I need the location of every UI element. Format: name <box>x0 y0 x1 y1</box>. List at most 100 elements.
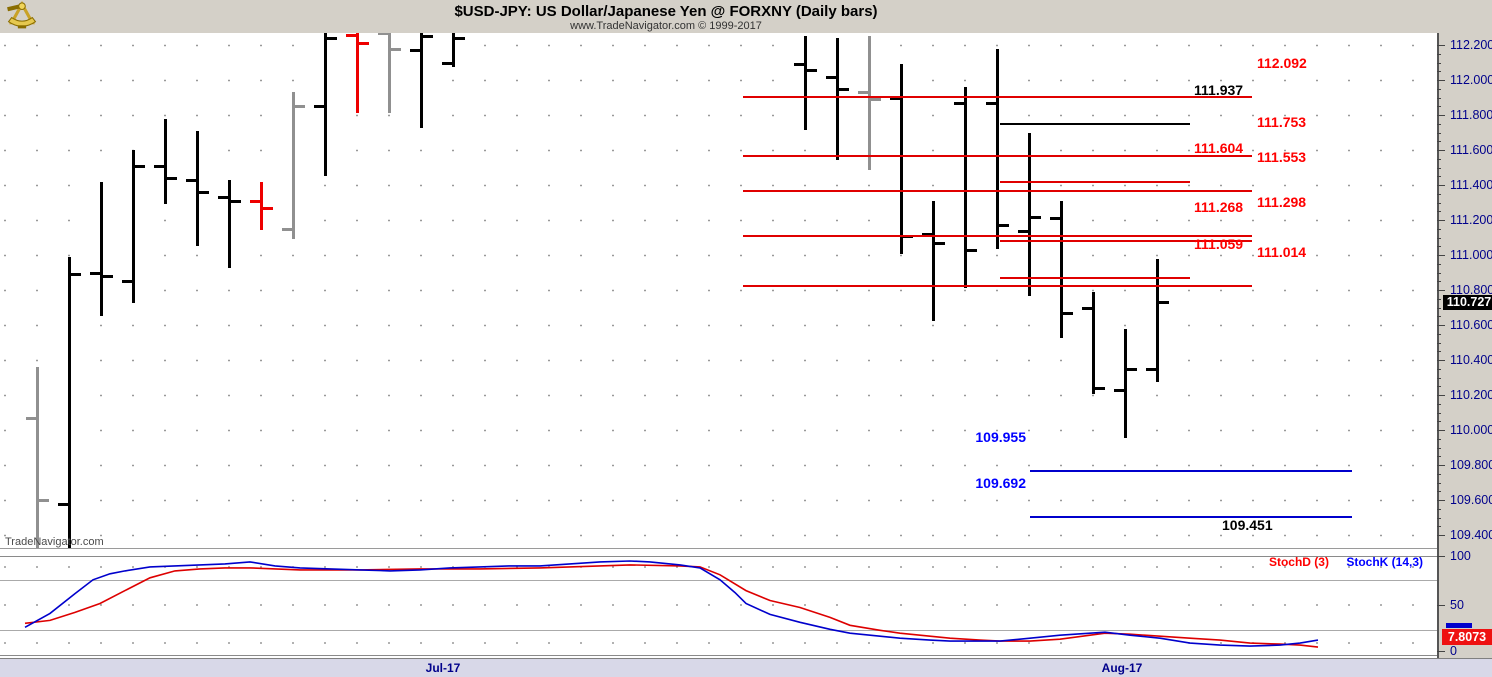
price-axis-label: 110.800 <box>1450 283 1492 297</box>
close-tick <box>1031 215 1041 219</box>
axis-minor-tick <box>1437 246 1441 247</box>
close-tick <box>935 241 945 245</box>
close-tick <box>423 35 433 39</box>
axis-minor-tick <box>1437 343 1441 344</box>
close-tick <box>135 164 145 168</box>
open-tick <box>154 164 164 168</box>
axis-minor-tick <box>1437 63 1441 64</box>
close-tick <box>167 177 177 180</box>
close-tick <box>199 191 209 194</box>
ohlc-bar <box>196 130 199 246</box>
axis-minor-tick <box>1437 386 1441 387</box>
support-resistance-line <box>1030 515 1352 518</box>
axis-minor-tick <box>1437 273 1441 274</box>
close-tick <box>231 199 241 203</box>
stoch-axis-tick <box>1437 605 1445 606</box>
date-axis: Jul-17 Aug-17 <box>0 658 1492 677</box>
close-tick <box>871 98 881 102</box>
axis-minor-tick <box>1437 518 1441 519</box>
axis-minor-tick <box>1437 124 1441 125</box>
stoch-0-line <box>0 655 1437 656</box>
stochastic-panel-plot[interactable]: StochD (3) StochK (14,3) <box>0 549 1437 658</box>
close-tick <box>839 87 849 91</box>
support-resistance-line <box>1000 240 1252 243</box>
open-tick <box>794 63 804 67</box>
open-tick <box>186 178 196 182</box>
axis-major-tick <box>1437 255 1445 256</box>
stochk-marker <box>1446 623 1472 628</box>
level-lines-layer <box>0 66 1437 549</box>
close-tick <box>455 37 465 40</box>
close-tick <box>1159 301 1169 305</box>
open-tick <box>250 199 260 203</box>
stoch-overbought-line <box>0 580 1437 581</box>
ohlc-bar <box>452 33 455 67</box>
support-resistance-line <box>743 155 1252 158</box>
price-axis-label: 110.600 <box>1450 318 1492 332</box>
close-tick <box>1127 367 1137 371</box>
axis-major-tick <box>1437 185 1445 186</box>
open-tick <box>954 101 964 105</box>
ohlc-bar <box>1092 291 1095 395</box>
open-tick <box>922 233 932 236</box>
axis-minor-tick <box>1437 334 1441 335</box>
price-axis-label: 110.200 <box>1450 388 1492 402</box>
price-axis-label: 109.400 <box>1450 528 1492 542</box>
axis-minor-tick <box>1437 281 1441 282</box>
stoch-axis-label: 0 <box>1450 644 1457 658</box>
ohlc-bar <box>932 200 935 321</box>
axis-minor-tick <box>1437 176 1441 177</box>
close-tick <box>1063 311 1073 315</box>
axis-minor-tick <box>1437 483 1441 484</box>
price-chart-plot[interactable]: TradeNavigator.com <box>0 33 1437 549</box>
axis-major-tick <box>1437 115 1445 116</box>
open-tick <box>826 75 836 79</box>
price-axis-label: 110.400 <box>1450 353 1492 367</box>
date-axis-label: Aug-17 <box>1101 661 1143 675</box>
price-axis-label: 112.000 <box>1450 73 1492 87</box>
ohlc-bar <box>292 92 295 239</box>
ohlc-bar <box>100 181 103 316</box>
stoch-oversold-line <box>0 630 1437 631</box>
open-tick <box>410 49 420 53</box>
open-tick <box>26 416 36 420</box>
support-resistance-line <box>743 190 1252 193</box>
price-axis-label: 111.400 <box>1450 178 1492 192</box>
close-tick <box>327 37 337 40</box>
axis-minor-tick <box>1437 439 1441 440</box>
axis-minor-tick <box>1437 229 1441 230</box>
close-tick <box>999 224 1009 228</box>
ohlc-bar <box>900 64 903 255</box>
axis-major-tick <box>1437 360 1445 361</box>
axis-minor-tick <box>1437 491 1441 492</box>
axis-minor-tick <box>1437 54 1441 55</box>
ohlc-bars-layer <box>0 33 1437 552</box>
open-tick <box>890 96 900 100</box>
close-tick <box>359 42 369 46</box>
ohlc-bar <box>388 33 391 113</box>
axis-minor-tick <box>1437 421 1441 422</box>
ohlc-bar <box>228 179 231 269</box>
axis-minor-tick <box>1437 509 1441 510</box>
axis-minor-tick <box>1437 316 1441 317</box>
support-resistance-line <box>743 284 1252 287</box>
axis-minor-tick <box>1437 264 1441 265</box>
open-tick <box>858 91 868 95</box>
ohlc-bar <box>836 38 839 160</box>
support-resistance-line <box>743 234 1252 237</box>
ohlc-bar <box>356 33 359 113</box>
axis-minor-tick <box>1437 351 1441 352</box>
axis-minor-tick <box>1437 474 1441 475</box>
axis-minor-tick <box>1437 413 1441 414</box>
price-axis-label: 109.600 <box>1450 493 1492 507</box>
close-tick <box>39 499 49 502</box>
stoch-axis-label: 100 <box>1450 549 1471 563</box>
axis-major-tick <box>1437 395 1445 396</box>
stochastic-curves <box>24 560 1319 648</box>
axis-major-tick <box>1437 465 1445 466</box>
axis-minor-tick <box>1437 98 1441 99</box>
stoch-100-line <box>0 556 1437 557</box>
ohlc-bar <box>996 48 999 249</box>
axis-minor-tick <box>1437 89 1441 90</box>
ohlc-bar <box>36 367 39 549</box>
